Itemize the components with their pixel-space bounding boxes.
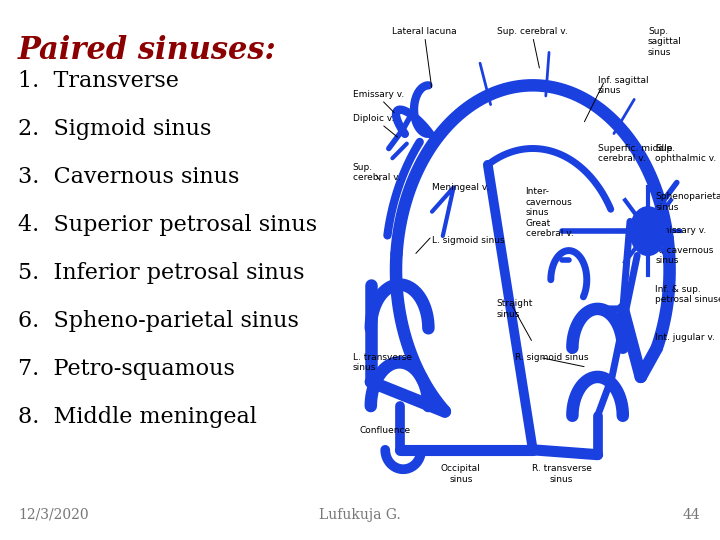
Text: R. cavernous
sinus: R. cavernous sinus <box>655 246 714 265</box>
Text: 7.  Petro-squamous: 7. Petro-squamous <box>18 358 235 380</box>
Text: 3.  Cavernous sinus: 3. Cavernous sinus <box>18 166 239 188</box>
Text: 4.  Superior petrosal sinus: 4. Superior petrosal sinus <box>18 214 317 236</box>
Text: 2.  Sigmoid sinus: 2. Sigmoid sinus <box>18 118 212 140</box>
Text: R. sigmoid sinus: R. sigmoid sinus <box>515 353 588 362</box>
Text: 6.  Spheno-parietal sinus: 6. Spheno-parietal sinus <box>18 310 299 332</box>
Text: 12/3/2020: 12/3/2020 <box>18 508 89 522</box>
Text: Superfic. middle
cerebral v.: Superfic. middle cerebral v. <box>598 144 672 163</box>
Text: Lateral lacuna: Lateral lacuna <box>392 27 457 36</box>
Text: Paired sinuses:: Paired sinuses: <box>18 35 276 66</box>
Text: L. sigmoid sinus: L. sigmoid sinus <box>432 236 505 245</box>
Text: R. transverse
sinus: R. transverse sinus <box>531 464 592 484</box>
Text: Emissary v.: Emissary v. <box>655 226 706 235</box>
Text: Inf. sagittal
sinus: Inf. sagittal sinus <box>598 76 648 95</box>
Text: Lufukuja G.: Lufukuja G. <box>319 508 401 522</box>
Text: 5.  Inferior petrosal sinus: 5. Inferior petrosal sinus <box>18 262 305 284</box>
Text: Emissary v.: Emissary v. <box>353 90 404 99</box>
Text: Sup.
cerebral v.: Sup. cerebral v. <box>353 163 400 183</box>
Text: Diploic v.: Diploic v. <box>353 114 394 124</box>
Text: L. transverse
sinus: L. transverse sinus <box>353 353 412 372</box>
Text: 44: 44 <box>683 508 700 522</box>
Circle shape <box>630 207 666 255</box>
Text: Straight
sinus: Straight sinus <box>497 299 534 319</box>
Text: Sphenoparietal
sinus: Sphenoparietal sinus <box>655 192 720 212</box>
Text: 8.  Middle meningeal: 8. Middle meningeal <box>18 406 257 428</box>
Text: Occipital
sinus: Occipital sinus <box>441 464 481 484</box>
Text: Inf. & sup.
petrosal sinuses: Inf. & sup. petrosal sinuses <box>655 285 720 304</box>
Text: Int. jugular v.: Int. jugular v. <box>655 333 715 342</box>
Text: 1.  Transverse: 1. Transverse <box>18 70 179 92</box>
Text: Inter-
cavernous
sinus
Great
cerebral v.: Inter- cavernous sinus Great cerebral v. <box>526 187 573 238</box>
Text: Meningeal v.: Meningeal v. <box>432 183 490 192</box>
Text: Sup.
sagittal
sinus: Sup. sagittal sinus <box>648 27 682 57</box>
Text: Confluence: Confluence <box>360 426 411 435</box>
Text: Sup.
ophthalmic v.: Sup. ophthalmic v. <box>655 144 716 163</box>
Text: Sup. cerebral v.: Sup. cerebral v. <box>498 27 568 36</box>
